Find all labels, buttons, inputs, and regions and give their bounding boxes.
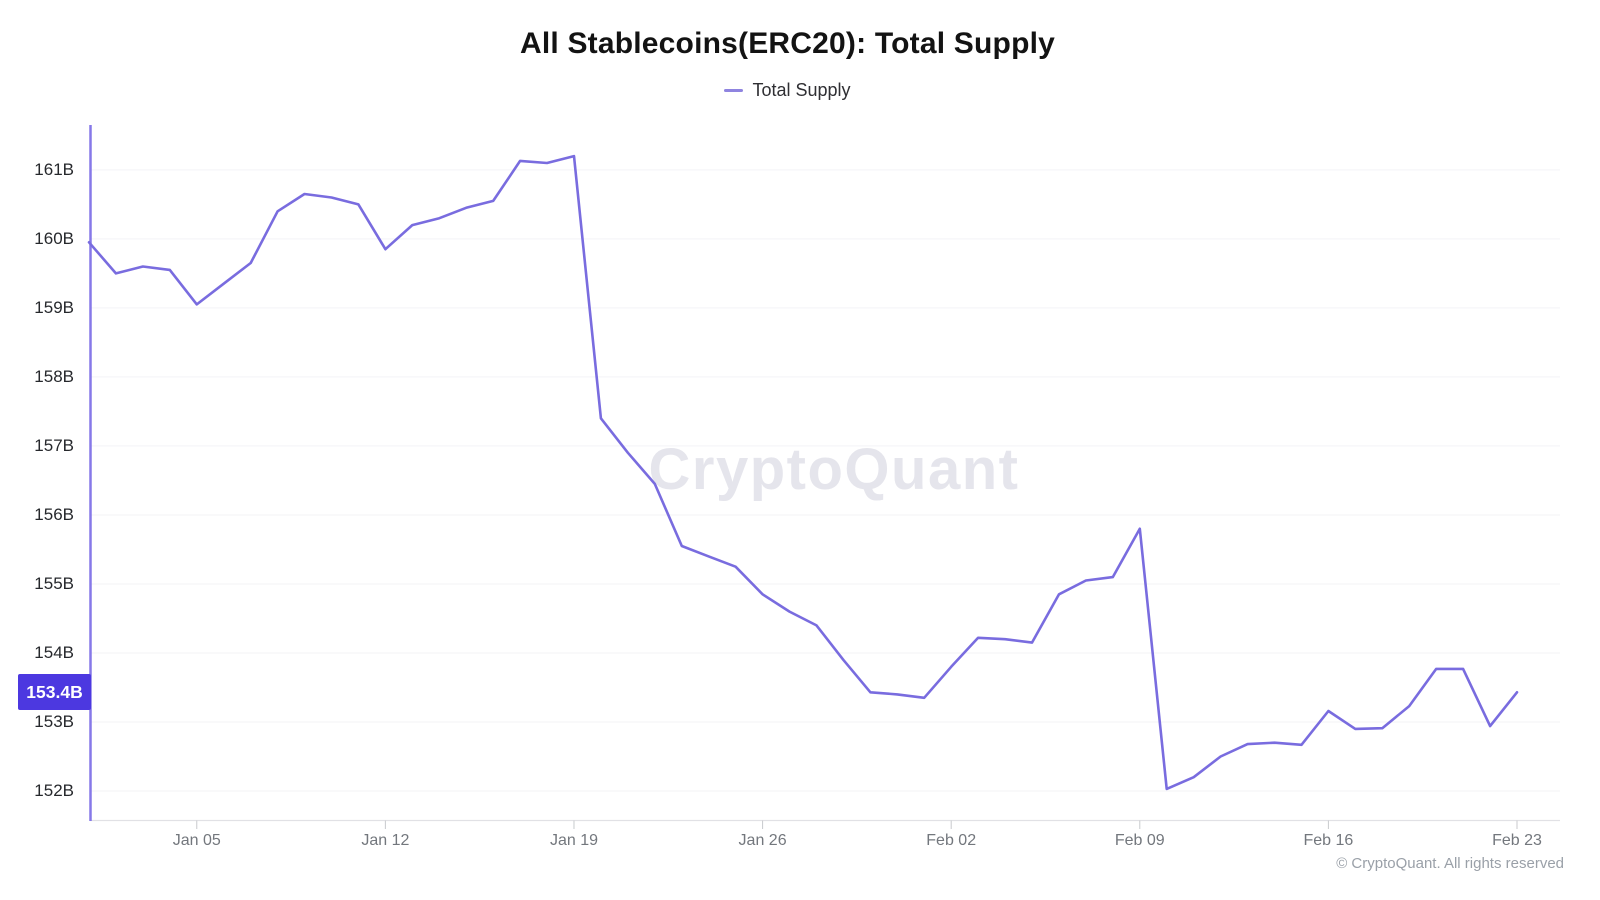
x-axis-label: Jan 12 [361,832,410,849]
x-axis-label: Feb 09 [1114,832,1165,849]
watermark: CryptoQuant [649,437,1020,502]
x-axis-label: Feb 16 [1303,832,1354,849]
legend-label: Total Supply [752,79,851,100]
y-axis-label: 160B [34,228,74,248]
current-value-badge: 153.4B [18,674,91,711]
y-axis-label: 153B [34,711,74,731]
x-axis-label: Feb 02 [926,832,977,849]
y-axis-label: 154B [34,642,74,662]
x-axis-label: Jan 19 [549,832,598,849]
y-axis-label: 159B [34,297,74,317]
y-axis-label: 152B [34,781,74,800]
y-axis-label: 155B [34,573,74,593]
gridline-group [90,169,1560,792]
legend-line-swatch [724,88,744,92]
x-tick-group [196,820,1518,829]
x-axis-label: Feb 23 [1492,832,1542,849]
total-supply-series-line [87,154,1519,791]
x-axis-label: Jan 05 [172,832,221,849]
legend-item-total-supply[interactable]: Total Supply [0,78,1575,102]
y-axis-label: 158B [34,366,74,386]
y-axis-label: 161B [34,159,74,179]
copyright-notice: © CryptoQuant. All rights reserved [1336,855,1564,872]
x-axis-label: Jan 26 [738,832,787,849]
chart-title: All Stablecoins(ERC20): Total Supply [519,27,1056,60]
y-axis-label: 157B [34,435,74,455]
y-axis-label: 156B [34,504,74,524]
